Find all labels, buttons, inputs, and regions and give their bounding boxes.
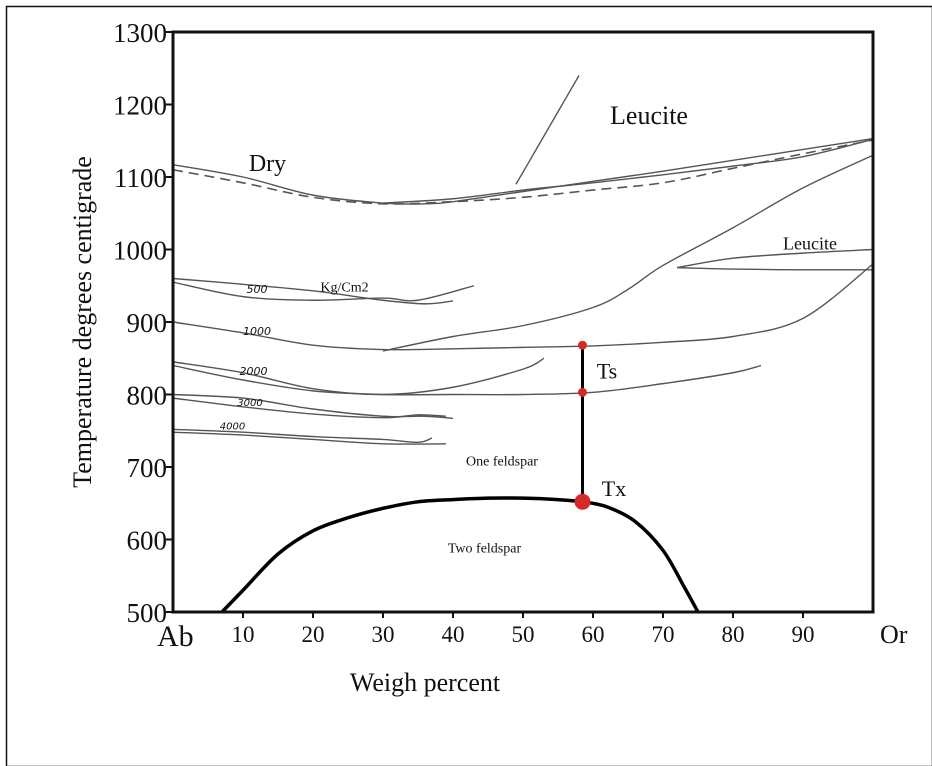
series-line-11 <box>172 364 762 396</box>
series-line-9 <box>172 263 874 351</box>
series-line-8 <box>172 281 475 302</box>
series-line-12 <box>172 393 454 420</box>
x-tick-label-5: 60 <box>582 622 605 647</box>
marker-point-2 <box>574 493 591 510</box>
series-line-7 <box>172 277 454 305</box>
series-line-6 <box>676 266 874 271</box>
series-line-10 <box>172 357 545 396</box>
x-tick-label-8: 90 <box>792 622 815 647</box>
y-tick-label-4: 900 <box>127 308 168 338</box>
x-tick-label-4: 50 <box>512 622 535 647</box>
annotation-11: One feldspar <box>466 455 538 470</box>
annotation-1: Leucite <box>610 101 688 130</box>
series-line-2 <box>515 75 580 185</box>
annotation-0: Dry <box>249 151 286 177</box>
y-tick-label-7: 1200 <box>113 91 167 121</box>
series-line-14 <box>172 428 433 444</box>
annotation-7: 3000 <box>237 398 262 409</box>
y-tick-label-5: 1000 <box>113 236 167 266</box>
marker-point-1 <box>578 387 587 397</box>
annotation-10: Tx <box>602 476 626 501</box>
annotation-5: 1000 <box>243 325 271 338</box>
annotation-2: Leucite <box>783 234 837 254</box>
marker-point-0 <box>578 340 587 350</box>
y-tick-label-8: 1300 <box>113 18 167 48</box>
annotation-6: 2000 <box>240 365 268 378</box>
annotation-8: 4000 <box>220 421 245 432</box>
y-tick-label-6: 1100 <box>114 163 167 193</box>
series-line-15 <box>172 431 447 445</box>
x-tick-label-7: 80 <box>722 622 745 647</box>
series-line-4 <box>382 154 874 352</box>
y-axis-label: Temperature degrees centigrade <box>68 156 97 488</box>
series-line-13 <box>172 397 447 419</box>
y-tick-label-1: 600 <box>127 526 168 556</box>
x-axis-left-end-label: Ab <box>157 620 194 653</box>
solvus-layer <box>220 345 700 614</box>
series-line-3 <box>382 138 874 204</box>
marker-layer <box>574 340 591 510</box>
x-tick-label-3: 40 <box>442 622 465 647</box>
x-tick-label-1: 20 <box>302 622 325 647</box>
y-tick-label-2: 700 <box>127 453 168 483</box>
x-axis-ticks: 10 20 30 40 50 60 70 80 90 <box>232 612 815 647</box>
y-axis-ticks: 500 600 700 800 900 1000 1100 1200 1300 <box>113 18 173 628</box>
series-line-0 <box>172 137 874 205</box>
figure-border <box>5 5 932 766</box>
y-tick-label-3: 800 <box>127 381 168 411</box>
annotation-9: Ts <box>597 359 617 384</box>
series-line-1 <box>172 139 874 205</box>
annotation-layer: Dry Leucite Leucite 500 Kg/Cm2 1000 2000 3000 40… <box>220 101 837 556</box>
y-tick-label-0: 500 <box>127 598 168 628</box>
annotation-3: 500 <box>247 283 268 296</box>
solvus-curve <box>220 496 700 614</box>
annotation-12: Two feldspar <box>448 542 522 557</box>
x-axis-right-end-label: Or <box>880 620 908 649</box>
x-tick-label-6: 70 <box>652 622 675 647</box>
x-axis-label: Weigh percent <box>350 668 501 697</box>
series-line-5 <box>676 248 874 269</box>
series-layer <box>172 75 874 445</box>
x-tick-label-0: 10 <box>232 622 255 647</box>
plot-area-frame <box>171 30 875 614</box>
annotation-4: Kg/Cm2 <box>320 281 368 296</box>
x-tick-label-2: 30 <box>372 622 395 647</box>
